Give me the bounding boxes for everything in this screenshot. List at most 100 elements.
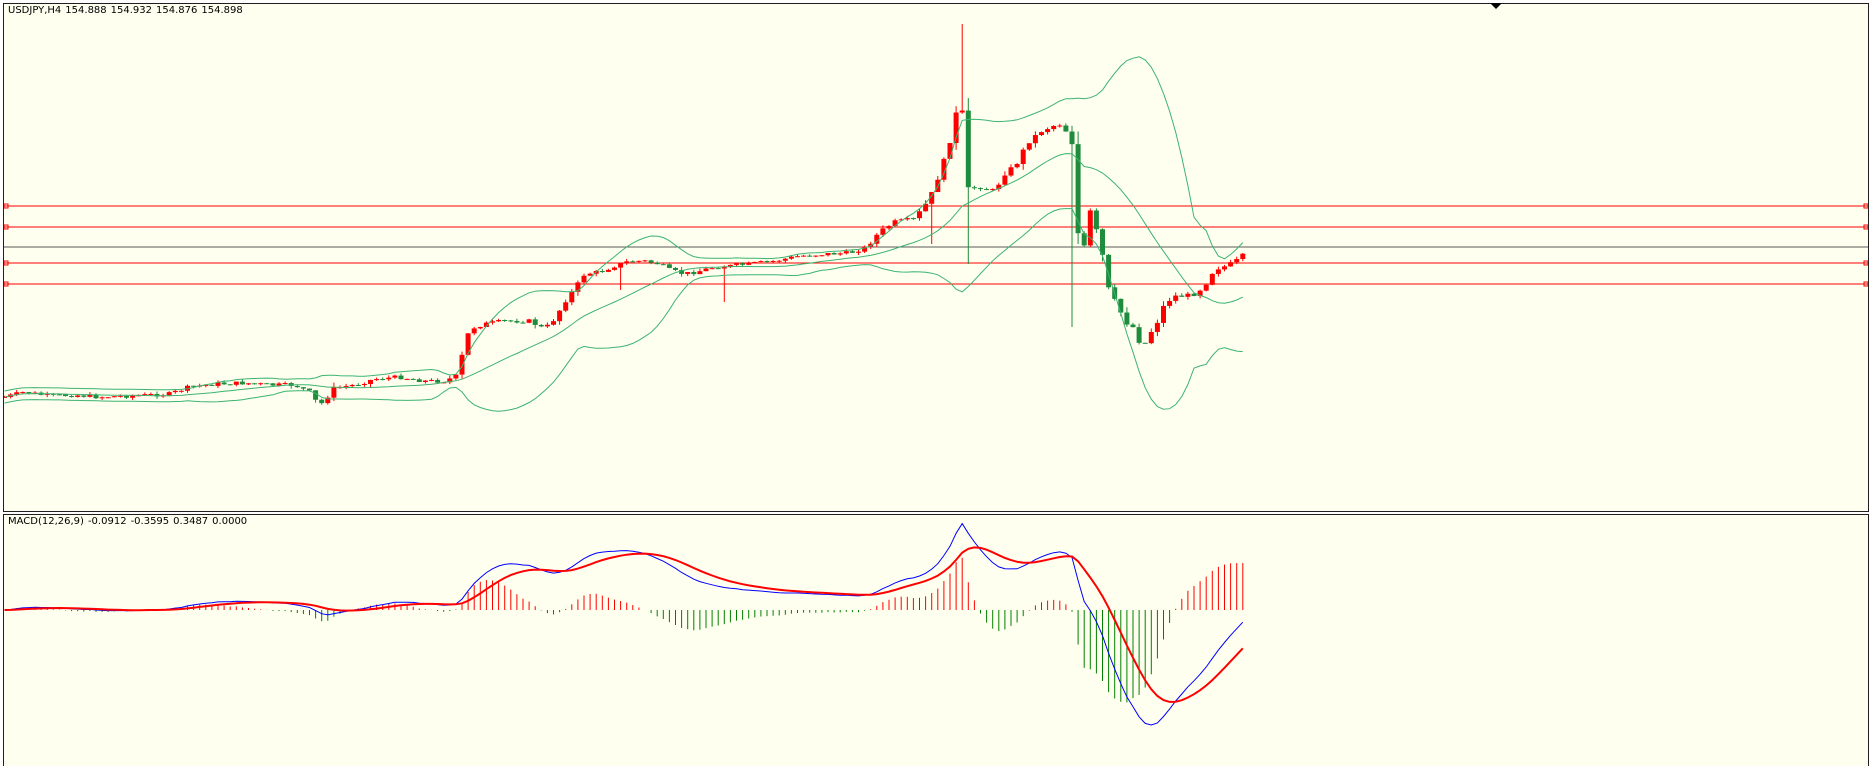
bear-candle bbox=[978, 188, 983, 190]
bull-candle bbox=[587, 273, 593, 276]
bear-candle bbox=[532, 319, 538, 325]
bull-candle bbox=[1045, 129, 1051, 133]
bull-candle bbox=[544, 324, 550, 327]
bull-candle bbox=[874, 234, 880, 244]
bear-candle bbox=[520, 322, 526, 324]
bull-candle bbox=[618, 262, 624, 268]
bull-candle bbox=[813, 255, 819, 257]
bull-candle bbox=[959, 110, 965, 113]
bull-candle bbox=[752, 261, 758, 263]
bear-candle bbox=[1142, 342, 1148, 344]
bear-candle bbox=[124, 395, 129, 398]
bull-candle bbox=[44, 393, 50, 395]
bull-candle bbox=[282, 383, 288, 385]
macd-indicator-pane[interactable]: MACD(12,26,9) -0.0912 -0.3595 0.3487 0.0000 bbox=[3, 514, 1869, 766]
bull-candle bbox=[20, 392, 26, 394]
bear-candle bbox=[648, 260, 654, 263]
bear-candle bbox=[807, 255, 813, 257]
bollinger-middle bbox=[4, 153, 1244, 398]
bear-candle bbox=[1093, 210, 1099, 230]
chart-shift-marker-icon[interactable] bbox=[1490, 3, 1502, 9]
level-handle-left bbox=[4, 260, 9, 266]
bear-candle bbox=[965, 110, 971, 188]
bull-candle bbox=[575, 282, 581, 292]
bear-candle bbox=[1075, 144, 1081, 234]
bull-candle bbox=[1057, 125, 1063, 127]
bull-candle bbox=[746, 262, 752, 265]
bull-candle bbox=[404, 378, 410, 380]
bear-candle bbox=[1100, 229, 1105, 255]
bull-candle bbox=[496, 320, 502, 322]
bull-candle bbox=[343, 386, 349, 388]
bull-candle bbox=[246, 383, 251, 385]
bear-candle bbox=[1136, 327, 1142, 343]
bear-candle bbox=[514, 320, 520, 323]
bull-candle bbox=[953, 112, 959, 143]
macd-canvas[interactable] bbox=[4, 515, 1869, 766]
bear-candle bbox=[380, 379, 386, 381]
bull-candle bbox=[923, 203, 929, 212]
level-handle-left bbox=[4, 224, 9, 230]
bull-candle bbox=[1209, 273, 1215, 285]
bear-candle bbox=[154, 394, 160, 397]
bull-candle bbox=[697, 271, 703, 275]
macd-value-3: 0.3487 bbox=[173, 516, 209, 527]
bull-candle bbox=[1197, 290, 1203, 297]
bull-candle bbox=[349, 385, 355, 387]
bear-candle bbox=[300, 387, 306, 389]
bull-candle bbox=[1222, 266, 1227, 270]
bear-candle bbox=[849, 251, 855, 253]
bull-candle bbox=[1014, 163, 1020, 168]
bear-candle bbox=[1106, 254, 1112, 288]
macd-name: MACD(12,26,9) bbox=[8, 516, 84, 527]
bull-candle bbox=[612, 267, 617, 270]
bull-candle bbox=[727, 264, 733, 268]
bull-candle bbox=[374, 379, 380, 381]
bull-candle bbox=[917, 211, 922, 219]
price-chart-pane[interactable]: USDJPY,H4 154.888 154.932 154.876 154.898 bbox=[3, 3, 1869, 512]
level-handle-right bbox=[1863, 281, 1868, 287]
bull-candle bbox=[172, 390, 178, 393]
bear-candle bbox=[93, 394, 99, 399]
bull-candle bbox=[148, 394, 154, 396]
bear-candle bbox=[538, 324, 544, 327]
bull-candle bbox=[142, 394, 148, 396]
bear-candle bbox=[764, 261, 770, 263]
bear-candle bbox=[69, 396, 75, 398]
bull-candle bbox=[166, 392, 172, 396]
bull-candle bbox=[941, 158, 947, 180]
bull-candle bbox=[709, 268, 715, 270]
bear-candle bbox=[398, 375, 404, 380]
bull-candle bbox=[1167, 300, 1173, 306]
bull-candle bbox=[105, 397, 111, 399]
bear-candle bbox=[971, 187, 977, 189]
bull-candle bbox=[1148, 331, 1154, 344]
bull-candle bbox=[1051, 126, 1057, 130]
bear-candle bbox=[831, 252, 837, 255]
bull-candle bbox=[1026, 143, 1032, 150]
bull-candle bbox=[368, 379, 373, 384]
bull-candle bbox=[75, 395, 81, 398]
price-chart-canvas[interactable] bbox=[4, 4, 1869, 512]
bear-candle bbox=[227, 384, 233, 386]
bull-candle bbox=[782, 258, 788, 261]
macd-value-2: -0.3595 bbox=[130, 516, 170, 527]
bull-candle bbox=[1203, 284, 1209, 291]
bull-candle bbox=[490, 321, 495, 323]
bull-candle bbox=[99, 397, 105, 399]
bull-candle bbox=[734, 263, 739, 265]
ohlc-low: 154.876 bbox=[156, 5, 198, 16]
level-handle-right bbox=[1863, 224, 1868, 230]
level-handle-left bbox=[4, 203, 9, 209]
ohlc-close: 154.898 bbox=[201, 5, 243, 16]
bull-candle bbox=[111, 396, 117, 398]
bear-candle bbox=[740, 263, 746, 265]
bull-candle bbox=[258, 383, 264, 385]
bollinger-lower bbox=[4, 208, 1243, 412]
bull-candle bbox=[703, 268, 709, 272]
level-handle-right bbox=[1863, 203, 1868, 209]
bear-candle bbox=[313, 390, 319, 400]
bear-candle bbox=[660, 264, 666, 266]
bear-candle bbox=[666, 264, 672, 268]
